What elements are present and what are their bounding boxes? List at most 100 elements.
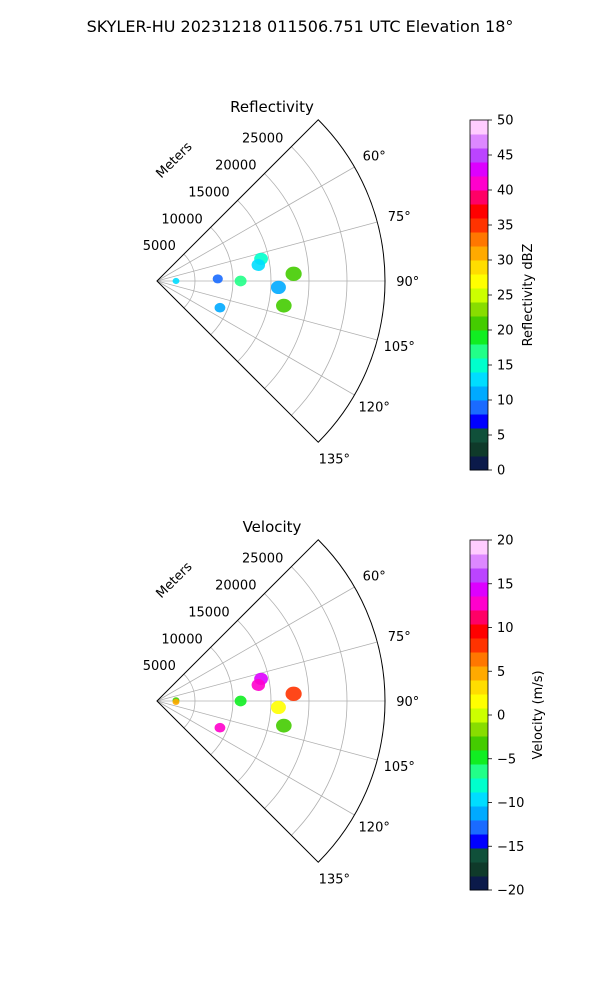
radial-axis-label: Meters	[154, 559, 196, 601]
grid-spoke	[156, 280, 355, 396]
colorbar-tick-label: 0	[497, 709, 505, 724]
colorbar-swatch	[470, 288, 488, 303]
angle-tick-label: 90°	[396, 275, 419, 290]
grid-spoke	[156, 166, 355, 282]
colorbar-tick-label: 40	[497, 184, 514, 199]
colorbar-swatch	[470, 442, 488, 457]
colorbar-tick-label: −5	[497, 752, 516, 767]
echo-patch	[276, 718, 292, 733]
grid-spoke	[156, 280, 378, 341]
echo-patch	[172, 277, 180, 285]
colorbar-swatch	[470, 834, 488, 849]
colorbar-swatch	[470, 456, 488, 471]
angle-tick-label: 75°	[388, 630, 411, 645]
colorbar-swatch	[470, 694, 488, 709]
colorbar-tick-label: 45	[497, 149, 514, 164]
colorbar-swatch	[470, 344, 488, 359]
colorbar-swatch	[470, 750, 488, 765]
echo-patch	[285, 686, 302, 702]
colorbar-tick-label: 30	[497, 254, 514, 269]
colorbar-swatch	[470, 876, 488, 891]
radial-tick-label: 15000	[188, 605, 229, 620]
grid-spoke	[156, 586, 355, 702]
velocity-panel: Velocity 5000 10000 15000 20000 25000 Meters 6…	[143, 518, 546, 899]
colorbar-swatch	[470, 708, 488, 723]
echo-patch	[285, 266, 302, 282]
colorbar-swatch	[470, 372, 488, 387]
colorbar-swatch	[470, 722, 488, 737]
radial-tick-label: 25000	[242, 132, 283, 147]
colorbar-swatch	[470, 638, 488, 653]
colorbar-swatch	[470, 274, 488, 289]
colorbar-swatch	[470, 428, 488, 443]
colorbar-swatch	[470, 386, 488, 401]
colorbar-swatch	[470, 260, 488, 275]
angle-tick-label: 60°	[363, 150, 386, 165]
colorbar-swatch	[470, 596, 488, 611]
echo-patch	[234, 695, 247, 707]
radial-tick-label: 10000	[161, 212, 202, 227]
radial-tick-label: 5000	[143, 659, 176, 674]
colorbar-swatch	[470, 624, 488, 639]
colorbar-swatch	[470, 666, 488, 681]
angle-tick-label: 135°	[319, 872, 350, 887]
angle-tick-label: 60°	[363, 570, 386, 585]
colorbar-swatch	[470, 778, 488, 793]
colorbar-tick-label: 10	[497, 621, 514, 636]
colorbar-swatch	[470, 134, 488, 149]
reflectivity-panel: Reflectivity 5000 10000 15000 20000 25000 Met…	[143, 98, 536, 479]
echo-patch	[234, 275, 247, 287]
colorbar-swatch	[470, 680, 488, 695]
grid-spoke	[156, 700, 355, 816]
panel-title: Reflectivity	[230, 98, 314, 116]
colorbar-swatch	[470, 302, 488, 317]
colorbar-tick-label: 20	[497, 534, 514, 549]
echo-patch	[214, 722, 226, 733]
colorbar-swatch	[470, 848, 488, 863]
colorbar-swatch	[470, 246, 488, 261]
colorbar-swatch	[470, 540, 488, 555]
radial-tick-label: 25000	[242, 552, 283, 567]
colorbar-swatch	[470, 120, 488, 135]
velocity-plot: 5000 10000 15000 20000 25000 Meters 60° 75° 90° 1…	[143, 539, 419, 887]
angle-tick-label: 120°	[359, 820, 390, 835]
radial-tick-label: 20000	[215, 159, 256, 174]
echo-patch	[270, 280, 286, 295]
echo-patch	[251, 258, 266, 271]
radial-tick-label: 5000	[143, 239, 176, 254]
colorbar-swatch	[470, 554, 488, 569]
colorbar-tick-label: 15	[497, 359, 514, 374]
echo-patch	[172, 698, 180, 706]
reflectivity-colorbar: 0 5 10 15 20 25 30 35 40 45 50	[469, 114, 514, 479]
colorbar-swatch	[470, 232, 488, 247]
colorbar-swatch	[470, 330, 488, 345]
colorbar-swatch	[470, 792, 488, 807]
colorbar-swatch	[470, 148, 488, 163]
colorbar-label: Velocity (m/s)	[531, 670, 546, 759]
colorbar-swatch	[470, 400, 488, 415]
colorbar-tick-label: 5	[497, 665, 505, 680]
colorbar-swatch	[470, 176, 488, 191]
colorbar-tick-label: 20	[497, 324, 514, 339]
colorbar-swatch	[470, 190, 488, 205]
colorbar-swatch	[470, 764, 488, 779]
echo-patch	[212, 274, 223, 284]
colorbar-swatch	[470, 820, 488, 835]
colorbar-tick-label: 15	[497, 577, 514, 592]
colorbar-tick-label: 0	[497, 464, 505, 479]
radial-tick-label: 10000	[161, 632, 202, 647]
colorbar-tick-label: 50	[497, 114, 514, 129]
colorbar-tick-label: 10	[497, 394, 514, 409]
colorbar-swatch	[470, 414, 488, 429]
angle-tick-label: 135°	[319, 452, 350, 467]
angle-tick-label: 90°	[396, 695, 419, 710]
colorbar-swatch	[470, 162, 488, 177]
colorbar-swatch	[470, 358, 488, 373]
radial-tick-label: 20000	[215, 579, 256, 594]
echo-patch	[270, 700, 286, 715]
figure-title: SKYLER-HU 20231218 011506.751 UTC Elevat…	[87, 17, 514, 36]
colorbar-tick-label: 35	[497, 219, 514, 234]
colorbar-tick-label: −15	[497, 840, 524, 855]
colorbar-swatch	[470, 610, 488, 625]
colorbar-swatch	[470, 204, 488, 219]
